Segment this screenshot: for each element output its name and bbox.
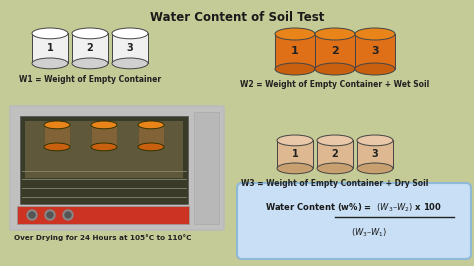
FancyBboxPatch shape	[315, 34, 355, 69]
Text: Water Content (w%) =  $(W_3 – W_2)$ x 100: Water Content (w%) = $(W_3 – W_2)$ x 100	[265, 202, 443, 214]
Text: $(W_3 – W_1)$: $(W_3 – W_1)$	[351, 227, 387, 239]
Text: 1: 1	[292, 149, 298, 159]
FancyBboxPatch shape	[237, 183, 471, 259]
Ellipse shape	[317, 163, 353, 174]
Text: 2: 2	[87, 43, 93, 53]
FancyBboxPatch shape	[355, 34, 395, 69]
FancyBboxPatch shape	[277, 140, 313, 168]
Ellipse shape	[275, 63, 315, 75]
FancyBboxPatch shape	[138, 125, 164, 147]
FancyBboxPatch shape	[275, 34, 315, 69]
FancyBboxPatch shape	[357, 140, 393, 168]
Text: 2: 2	[331, 47, 339, 56]
FancyBboxPatch shape	[10, 106, 224, 230]
Text: 3: 3	[371, 47, 379, 56]
Ellipse shape	[72, 58, 108, 69]
Ellipse shape	[357, 135, 393, 146]
Text: 3: 3	[372, 149, 378, 159]
Circle shape	[45, 210, 55, 220]
Ellipse shape	[315, 63, 355, 75]
Ellipse shape	[315, 28, 355, 40]
Ellipse shape	[277, 135, 313, 146]
Ellipse shape	[355, 63, 395, 75]
Text: 1: 1	[291, 47, 299, 56]
Ellipse shape	[355, 28, 395, 40]
Text: W1 = Weight of Empty Container: W1 = Weight of Empty Container	[19, 75, 161, 84]
Ellipse shape	[112, 28, 148, 39]
FancyBboxPatch shape	[44, 125, 70, 147]
FancyBboxPatch shape	[91, 125, 117, 147]
Ellipse shape	[138, 143, 164, 151]
Text: Water Content of Soil Test: Water Content of Soil Test	[150, 11, 324, 24]
FancyBboxPatch shape	[112, 34, 148, 63]
Circle shape	[27, 210, 37, 220]
Text: 1: 1	[46, 43, 54, 53]
Ellipse shape	[138, 121, 164, 129]
Ellipse shape	[72, 28, 108, 39]
Text: Over Drying for 24 Hours at 105°C to 110°C: Over Drying for 24 Hours at 105°C to 110…	[14, 234, 192, 241]
Ellipse shape	[91, 121, 117, 129]
Circle shape	[29, 212, 35, 218]
Ellipse shape	[44, 143, 70, 151]
FancyBboxPatch shape	[72, 34, 108, 63]
Text: W2 = Weight of Empty Container + Wet Soil: W2 = Weight of Empty Container + Wet Soi…	[240, 80, 429, 89]
Ellipse shape	[277, 163, 313, 174]
FancyBboxPatch shape	[194, 112, 219, 224]
FancyBboxPatch shape	[25, 121, 183, 178]
FancyBboxPatch shape	[17, 206, 189, 224]
Circle shape	[65, 212, 71, 218]
Ellipse shape	[32, 28, 68, 39]
FancyBboxPatch shape	[20, 116, 188, 204]
Ellipse shape	[275, 28, 315, 40]
Text: W3 = Weight of Empty Container + Dry Soil: W3 = Weight of Empty Container + Dry Soi…	[241, 179, 428, 188]
Ellipse shape	[112, 58, 148, 69]
Text: 2: 2	[332, 149, 338, 159]
FancyBboxPatch shape	[317, 140, 353, 168]
FancyBboxPatch shape	[32, 34, 68, 63]
Ellipse shape	[357, 163, 393, 174]
Ellipse shape	[44, 121, 70, 129]
Ellipse shape	[91, 143, 117, 151]
Circle shape	[47, 212, 53, 218]
Text: 3: 3	[127, 43, 133, 53]
Circle shape	[63, 210, 73, 220]
Ellipse shape	[317, 135, 353, 146]
Ellipse shape	[32, 58, 68, 69]
